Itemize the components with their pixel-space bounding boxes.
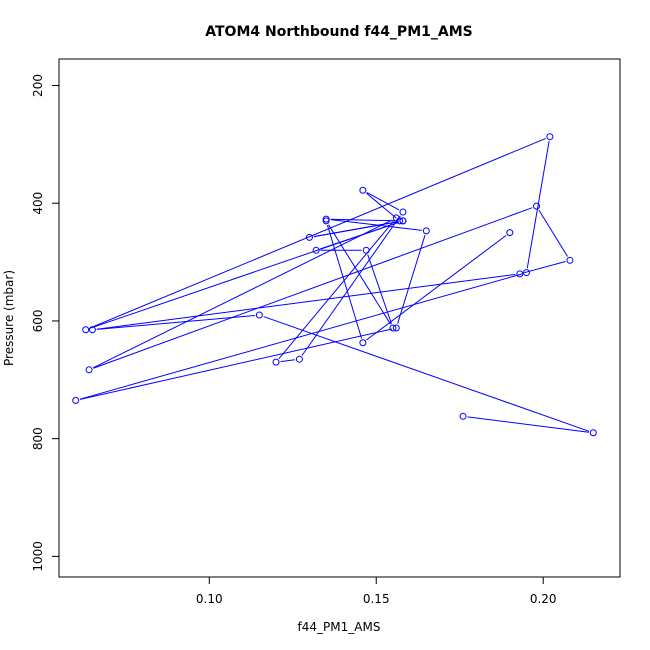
data-point xyxy=(523,269,530,277)
series-segment xyxy=(366,234,507,341)
series-segment xyxy=(524,261,566,274)
x-axis: 0.10 0.15 0.20 xyxy=(196,577,557,606)
series-segment xyxy=(538,209,568,257)
series-segment xyxy=(526,141,550,269)
series-segment xyxy=(367,254,392,324)
series-segment xyxy=(92,219,393,369)
data-point xyxy=(389,324,397,332)
x-axis-label: f44_PM1_AMS xyxy=(298,620,381,634)
data-point xyxy=(312,246,320,254)
y-axis-label: Pressure (mbar) xyxy=(2,270,16,366)
data-point xyxy=(399,208,407,216)
series-segment xyxy=(330,219,422,231)
data-point xyxy=(85,366,93,374)
series-segment xyxy=(330,218,396,222)
data-point xyxy=(506,229,514,237)
series-segment xyxy=(313,221,399,238)
series-segment xyxy=(328,224,391,325)
data-point xyxy=(546,133,554,141)
data-point xyxy=(88,326,96,334)
series-segment xyxy=(96,273,516,330)
series-segment xyxy=(366,192,397,219)
data-point xyxy=(359,186,367,194)
series-segment xyxy=(467,416,589,433)
y-tick-label: 400 xyxy=(31,192,45,215)
series-segment xyxy=(96,314,255,330)
data-point xyxy=(362,246,370,254)
series-points xyxy=(72,133,597,437)
y-tick-label: 200 xyxy=(31,74,45,97)
chart-title: ATOM4 Northbound f44_PM1_AMS xyxy=(205,24,472,40)
series-segment xyxy=(89,137,546,329)
series-segment xyxy=(397,235,426,324)
data-point xyxy=(589,429,597,437)
data-point xyxy=(533,202,541,210)
data-point xyxy=(359,339,367,347)
data-point xyxy=(399,217,407,225)
data-point xyxy=(459,412,467,420)
series-segment xyxy=(79,328,392,400)
data-point xyxy=(82,326,90,334)
data-point xyxy=(322,217,330,225)
series-lines xyxy=(79,137,590,433)
x-tick-label: 0.10 xyxy=(196,592,223,606)
series-segment xyxy=(301,215,401,356)
data-point xyxy=(396,217,404,225)
y-tick-label: 800 xyxy=(31,427,45,450)
data-point xyxy=(305,233,313,241)
series-segment xyxy=(278,221,394,360)
data-point xyxy=(392,324,400,332)
series-segment xyxy=(280,359,296,363)
series-segment xyxy=(326,225,363,339)
data-point xyxy=(255,311,263,319)
data-point xyxy=(516,270,524,278)
data-point xyxy=(295,355,303,363)
series-segment xyxy=(366,191,400,211)
x-tick-label: 0.15 xyxy=(363,592,390,606)
series-segment xyxy=(79,273,523,400)
data-point xyxy=(566,256,574,264)
y-tick-label: 600 xyxy=(31,309,45,332)
data-point xyxy=(272,358,280,366)
y-tick-label: 1000 xyxy=(31,541,45,572)
x-tick-label: 0.20 xyxy=(530,592,557,606)
series-segment xyxy=(93,207,533,369)
data-point xyxy=(72,396,80,404)
data-point xyxy=(422,227,430,235)
y-axis: 200 400 600 800 1000 xyxy=(31,74,59,572)
series-segment xyxy=(263,316,590,432)
plot-frame xyxy=(58,58,621,578)
